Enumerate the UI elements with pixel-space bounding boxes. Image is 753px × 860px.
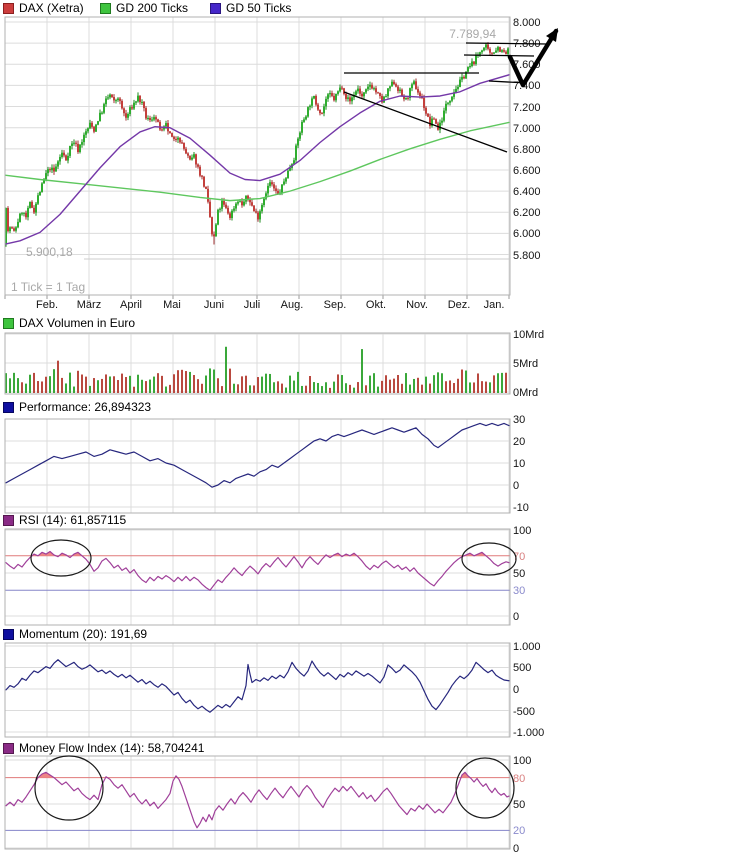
legend-item-dax: DAX (Xetra) (3, 1, 84, 15)
mfi-oversold-label: 20 (513, 825, 525, 837)
performance-legend-swatch (3, 401, 14, 413)
mfi-legend-swatch (3, 742, 14, 754)
month-label: Dez. (448, 299, 471, 311)
performance-panel (4, 418, 511, 514)
dax-legend-label: DAX (Xetra) (19, 1, 84, 15)
momentum-y-label: -1.000 (513, 727, 544, 739)
performance-y-label: 20 (513, 436, 525, 448)
main-y-label: 8.000 (513, 17, 541, 29)
rsi-y-label: 0 (513, 611, 519, 623)
main-y-label: 6.200 (513, 207, 541, 219)
performance-y-label: 0 (513, 480, 519, 492)
gd200-legend-label: GD 200 Ticks (116, 1, 189, 15)
month-label: April (120, 299, 142, 311)
performance-panel-header: Performance: 26,894323 (3, 400, 151, 414)
momentum-panel-title: Momentum (20): 191,69 (19, 627, 148, 641)
volume-panel-header: DAX Volumen in Euro (3, 316, 135, 330)
month-label: März (77, 299, 101, 311)
mfi-panel-header: Money Flow Index (14): 58,704241 (3, 741, 204, 755)
volume-y-label: 5Mrd (513, 358, 538, 370)
momentum-y-label: 500 (513, 662, 531, 674)
volume-legend-swatch (3, 317, 14, 329)
legend-item-gd50: GD 50 Ticks (210, 1, 291, 15)
main-y-label: 6.600 (513, 165, 541, 177)
mfi-y-label: 50 (513, 799, 525, 811)
gd50-legend-label: GD 50 Ticks (226, 1, 292, 15)
main-y-label: 5.800 (513, 250, 541, 262)
month-label: Juli (244, 299, 261, 311)
performance-y-label: 10 (513, 458, 525, 470)
momentum-panel-header: Momentum (20): 191,69 (3, 627, 147, 641)
month-label: Sep. (324, 299, 347, 311)
gd50-legend-swatch (210, 2, 221, 14)
rsi-oversold-label: 30 (513, 585, 525, 597)
performance-y-label: 30 (513, 414, 525, 426)
rsi-y-label: 50 (513, 568, 525, 580)
momentum-y-label: -500 (513, 706, 535, 718)
month-label: Jan. (484, 299, 505, 311)
momentum-legend-swatch (3, 628, 14, 640)
mfi-panel-title: Money Flow Index (14): 58,704241 (19, 741, 205, 755)
tick-note: 1 Tick = 1 Tag (11, 280, 85, 294)
rsi-legend-swatch (3, 514, 14, 526)
mfi-y-label: 0 (513, 843, 519, 855)
month-label: Nov. (406, 299, 428, 311)
high-price-annotation: 7.789,94 (449, 27, 496, 41)
rsi-panel-title: RSI (14): 61,857115 (19, 513, 127, 527)
main-price-panel (4, 16, 511, 299)
performance-panel-title: Performance: 26,894323 (19, 400, 152, 414)
volume-panel-title: DAX Volumen in Euro (19, 316, 136, 330)
main-y-label: 6.400 (513, 186, 541, 198)
panels-layer (4, 16, 511, 850)
mfi-panel (4, 755, 511, 850)
legend-item-gd200: GD 200 Ticks (100, 1, 188, 15)
main-y-label: 6.000 (513, 228, 541, 240)
momentum-panel (4, 642, 511, 738)
volume-y-label: 0Mrd (513, 387, 538, 399)
volume-y-label: 10Mrd (513, 329, 544, 341)
month-label: Okt. (366, 299, 386, 311)
low-price-annotation: 5.900,18 (26, 245, 73, 259)
month-label: Juni (204, 299, 224, 311)
month-label: Mai (163, 299, 181, 311)
volume-panel (4, 332, 511, 395)
main-y-label: 7.200 (513, 102, 541, 114)
momentum-y-label: 1.000 (513, 641, 541, 653)
rsi-overbought-label: 70 (513, 551, 525, 563)
axis-labels-layer: 8.000 7.800 7.600 7.400 7.200 7.000 6.80… (11, 17, 544, 855)
mfi-y-label: 100 (513, 755, 531, 767)
month-label: Aug. (281, 299, 304, 311)
month-label: Feb. (36, 299, 58, 311)
main-y-label: 6.800 (513, 144, 541, 156)
performance-y-label: -10 (513, 502, 529, 514)
rsi-panel (4, 528, 511, 626)
rsi-panel-header: RSI (14): 61,857115 (3, 513, 126, 527)
momentum-y-label: 0 (513, 684, 519, 696)
rsi-y-label: 100 (513, 525, 531, 537)
annotations-layer (30, 28, 559, 821)
dax-legend-swatch (3, 2, 14, 14)
gd200-legend-swatch (100, 2, 111, 14)
main-y-label: 7.000 (513, 123, 541, 135)
mfi-overbought-label: 80 (513, 773, 525, 785)
